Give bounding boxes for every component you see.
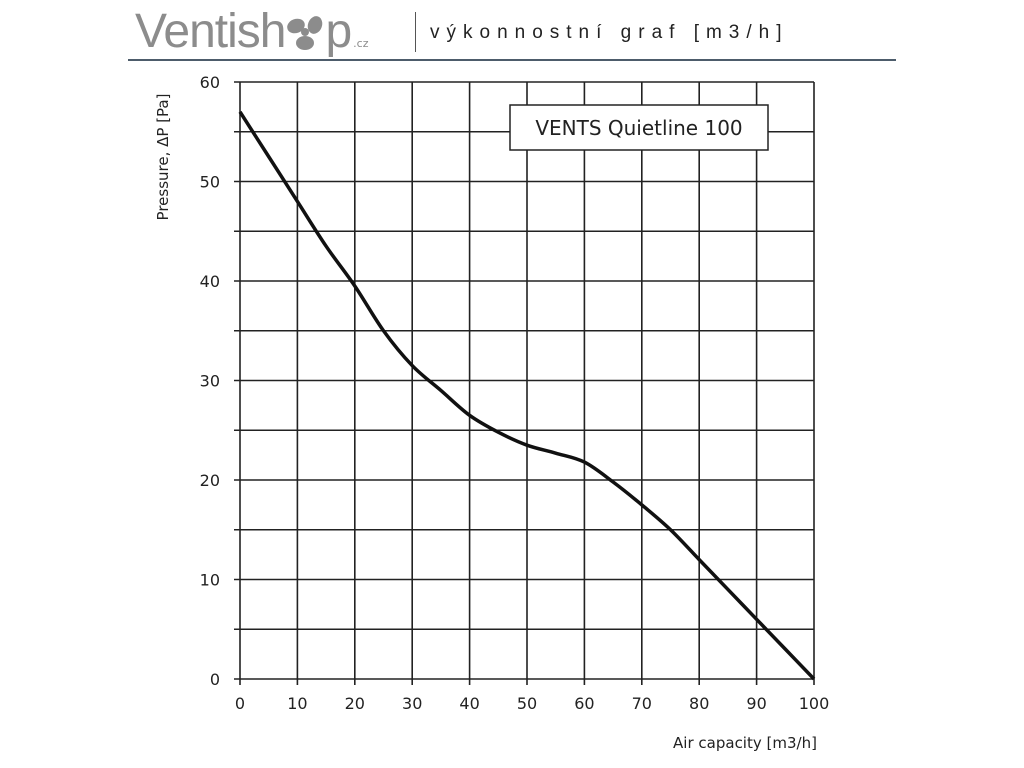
y-tick-label: 0 xyxy=(210,670,220,689)
legend: VENTS Quietline 100 xyxy=(509,104,769,151)
header-divider xyxy=(415,12,416,52)
y-tick-label: 60 xyxy=(200,73,220,92)
header-rule xyxy=(128,59,896,61)
grid xyxy=(234,81,815,685)
y-tick-label: 50 xyxy=(200,173,220,192)
x-tick-label: 60 xyxy=(574,694,594,713)
x-tick-label: 40 xyxy=(459,694,479,713)
ventishop-logo[interactable]: Ventish p .cz xyxy=(135,2,368,58)
y-tick-label: 30 xyxy=(200,372,220,391)
x-tick-label: 30 xyxy=(402,694,422,713)
x-tick-label: 90 xyxy=(746,694,766,713)
fan-icon xyxy=(287,16,323,50)
y-tick-label: 10 xyxy=(200,571,220,590)
x-tick-label: 0 xyxy=(235,694,245,713)
logo-text-ventish: Ventish xyxy=(135,5,286,58)
logo-text-p: p xyxy=(325,5,352,58)
legend-box xyxy=(509,104,769,151)
y-tick-label: 40 xyxy=(200,272,220,291)
x-tick-label: 50 xyxy=(517,694,537,713)
x-tick-label: 20 xyxy=(345,694,365,713)
tick-labels: 0 10 20 30 40 50 60 70 80 90 100 0 10 20 30 40 50 60 xyxy=(200,73,830,713)
y-tick-label: 20 xyxy=(200,471,220,490)
chart-subtitle: výkonnostní graf [m3/h] xyxy=(430,22,789,43)
logo-suffix: .cz xyxy=(353,37,369,50)
series-line-quietline-100 xyxy=(238,110,816,681)
legend-label: VENTS Quietline 100 xyxy=(535,116,742,140)
x-tick-label: 100 xyxy=(799,694,830,713)
x-tick-label: 70 xyxy=(632,694,652,713)
x-tick-label: 10 xyxy=(287,694,307,713)
x-tick-label: 80 xyxy=(689,694,709,713)
x-axis-label: Air capacity [m3/h] xyxy=(673,734,817,752)
y-axis-label: Pressure, ΔP [Pa] xyxy=(154,94,172,221)
